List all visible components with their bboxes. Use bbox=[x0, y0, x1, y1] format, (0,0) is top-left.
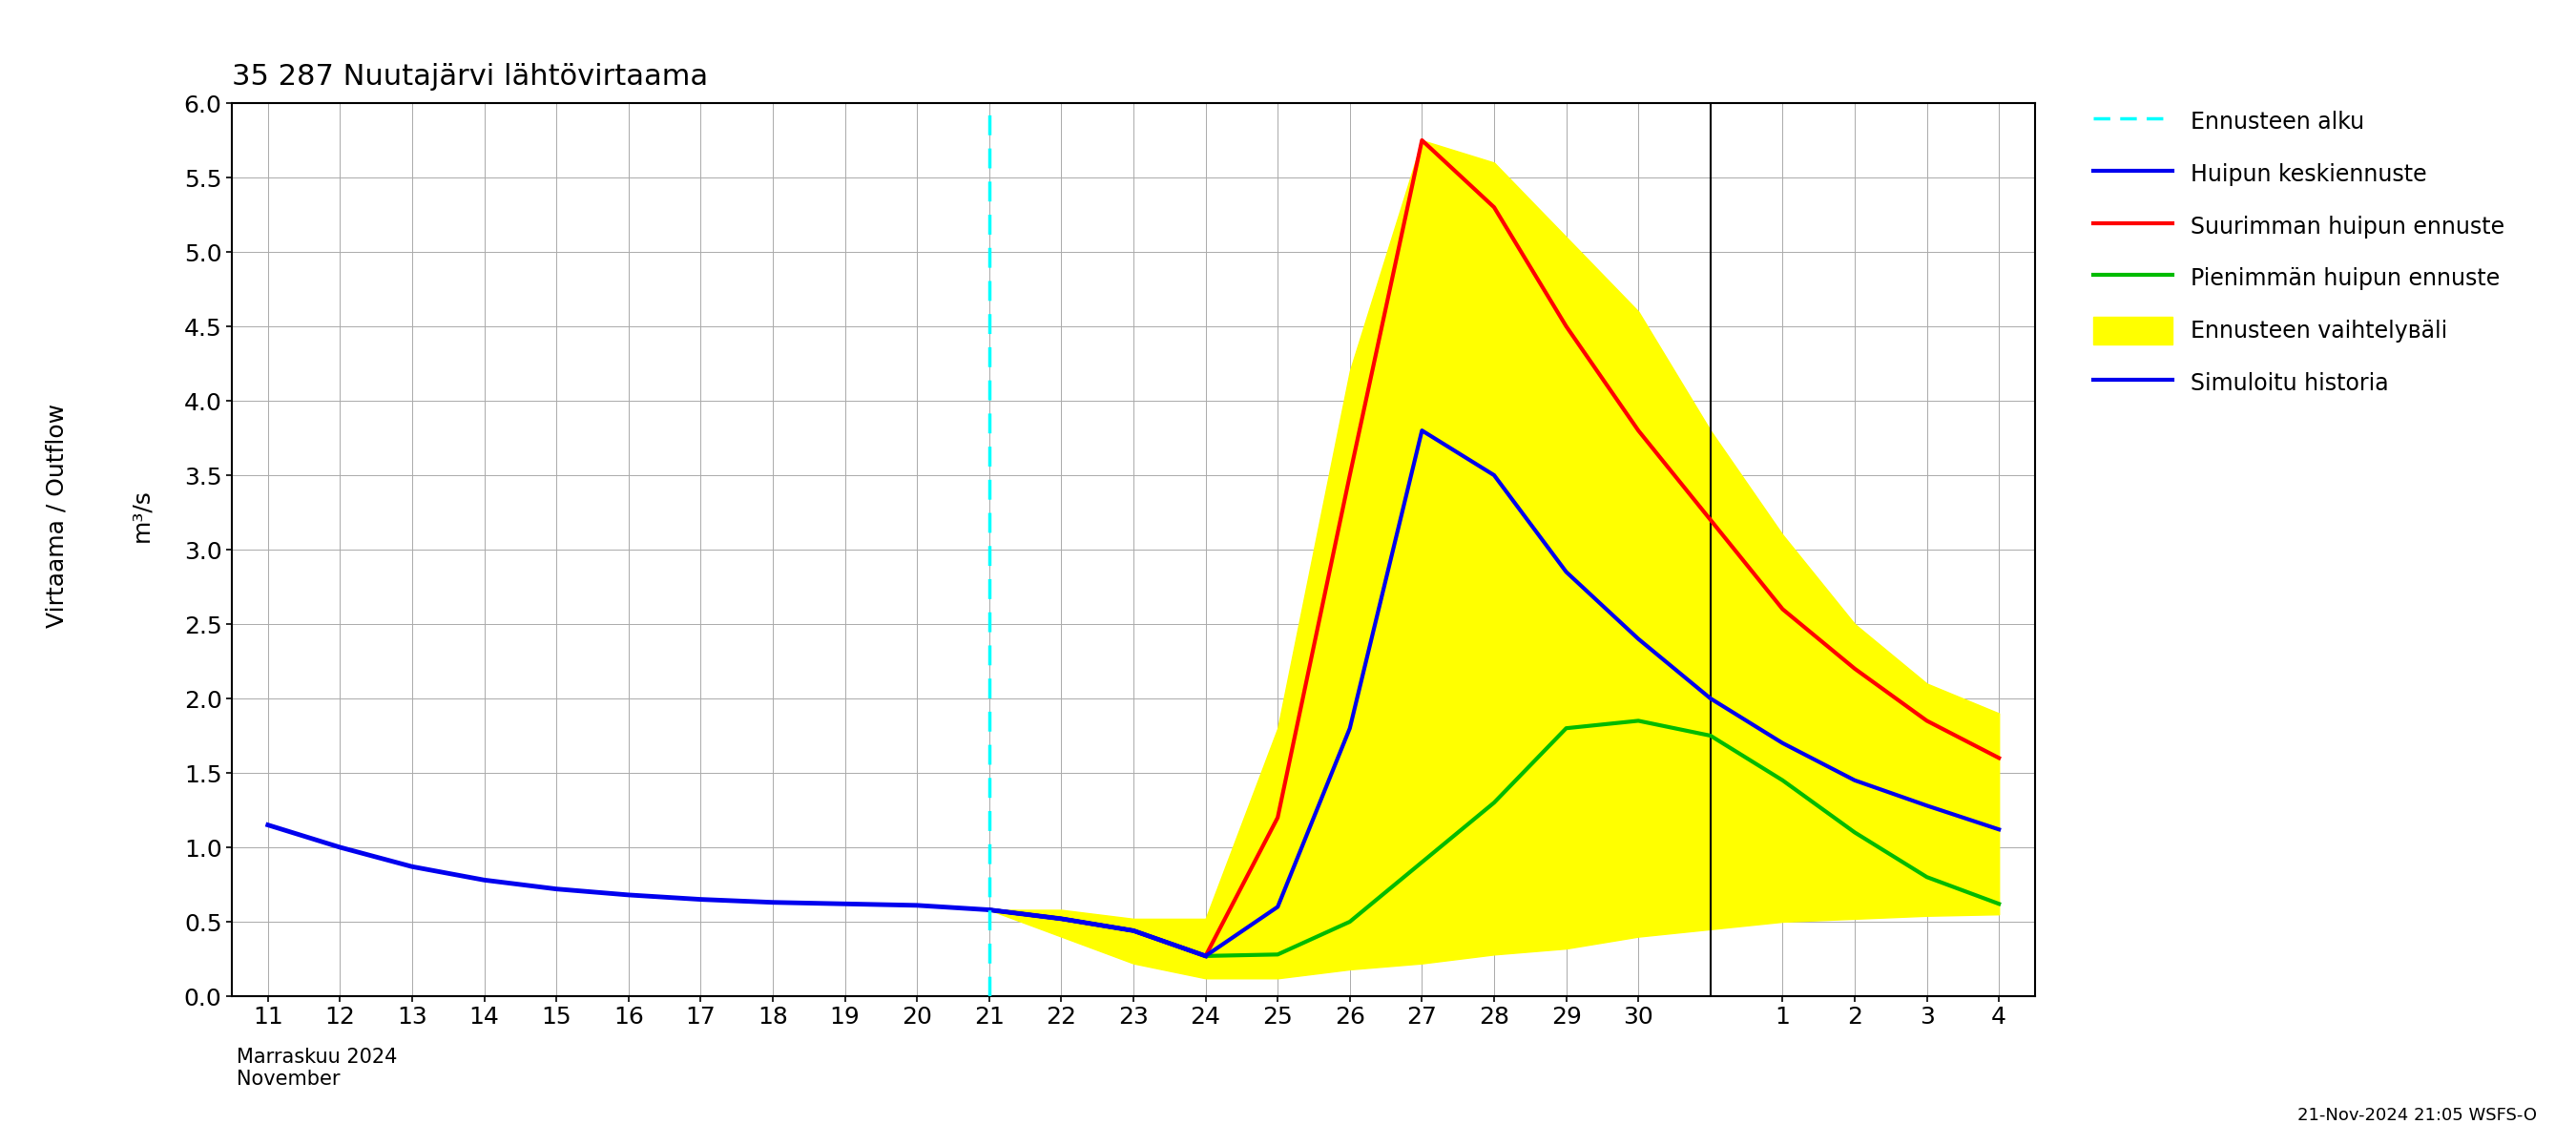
Text: 21-Nov-2024 21:05 WSFS-O: 21-Nov-2024 21:05 WSFS-O bbox=[2298, 1107, 2537, 1124]
Legend: Ennusteen alku, Huipun keskiennuste, Suurimman huipun ennuste, Pienimmän huipun : Ennusteen alku, Huipun keskiennuste, Suu… bbox=[2081, 96, 2517, 408]
Text: Marraskuu 2024
November: Marraskuu 2024 November bbox=[237, 1048, 397, 1089]
Text: m³/s: m³/s bbox=[131, 489, 152, 542]
Text: 35 287 Nuutajärvi lähtövirtaama: 35 287 Nuutajärvi lähtövirtaama bbox=[232, 63, 708, 90]
Text: Virtaama / Outflow: Virtaama / Outflow bbox=[46, 403, 67, 627]
